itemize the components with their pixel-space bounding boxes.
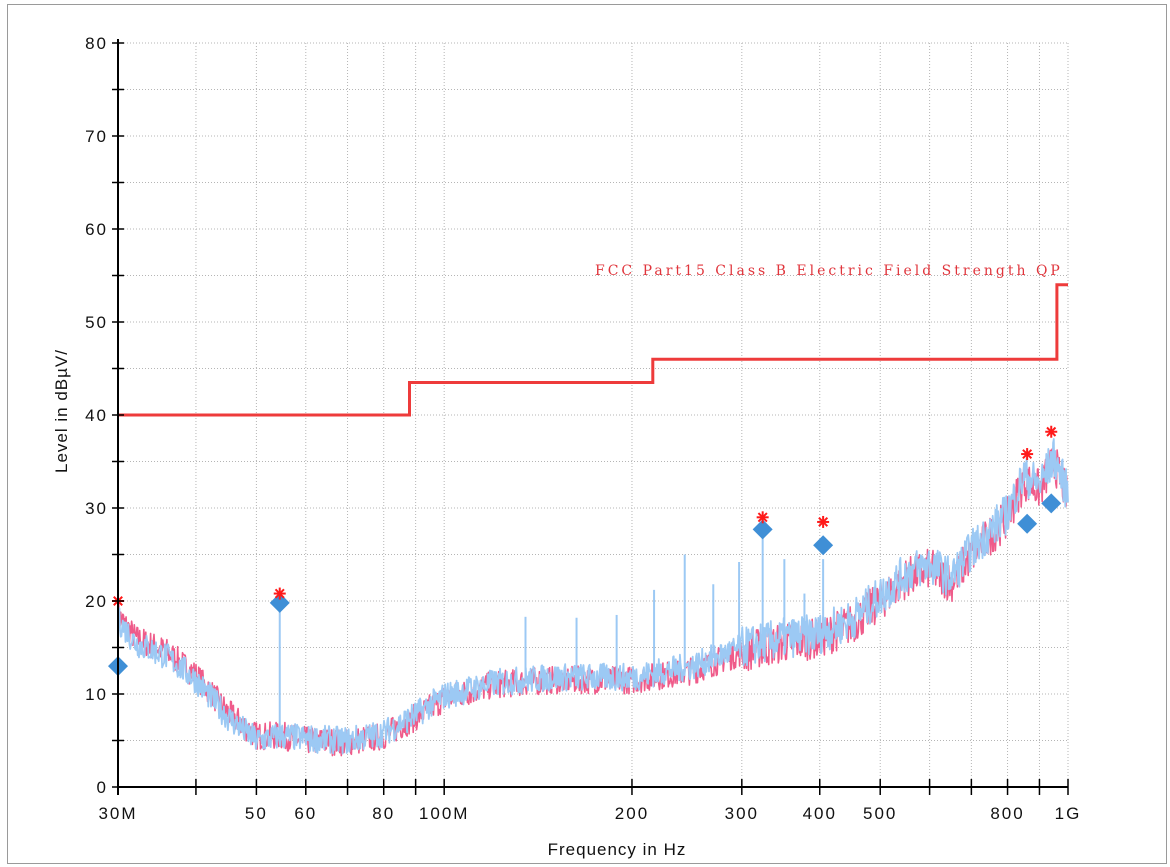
y-tick-label: 0 bbox=[97, 778, 108, 797]
y-tick-label: 40 bbox=[85, 406, 108, 425]
peak-marker-stroke bbox=[274, 588, 285, 599]
peak-marker-stroke bbox=[757, 512, 768, 523]
x-tick-label: 200 bbox=[615, 804, 649, 823]
chart-frame bbox=[7, 4, 1167, 864]
y-tick-label: 20 bbox=[85, 592, 108, 611]
x-tick-label: 80 bbox=[372, 804, 395, 823]
x-tick-label: 60 bbox=[294, 804, 317, 823]
markers bbox=[108, 425, 1062, 677]
y-axis-title: Level in dBµV/ bbox=[52, 349, 71, 473]
peak-marker bbox=[1045, 425, 1058, 438]
x-tick-label: 400 bbox=[803, 804, 837, 823]
y-tick-label: 60 bbox=[85, 220, 108, 239]
qp-marker bbox=[752, 519, 773, 540]
x-tick-label: 300 bbox=[725, 804, 759, 823]
x-tick-label: 1G bbox=[1055, 804, 1082, 823]
x-tick-label: 500 bbox=[863, 804, 897, 823]
qp-marker bbox=[1017, 513, 1038, 534]
y-tick-label: 50 bbox=[85, 313, 108, 332]
peak-marker bbox=[817, 515, 830, 528]
y-tick-label: 30 bbox=[85, 499, 108, 518]
x-axis-title: Frequency in Hz bbox=[548, 840, 687, 859]
peak-marker-stroke bbox=[818, 517, 829, 527]
qp-marker bbox=[269, 592, 290, 613]
peak-marker bbox=[756, 511, 769, 524]
qp-marker bbox=[813, 535, 834, 556]
x-tick-label: 800 bbox=[990, 804, 1024, 823]
peak-marker-stroke bbox=[1022, 449, 1033, 460]
limit-line bbox=[118, 283, 1068, 417]
limit-line-group bbox=[118, 283, 1068, 417]
qp-marker bbox=[1041, 493, 1062, 514]
x-tick-label: 30M bbox=[98, 804, 137, 823]
y-tick-label: 80 bbox=[85, 34, 108, 53]
limit-line-label: FCC Part15 Class B Electric Field Streng… bbox=[595, 263, 1063, 279]
axes: 0 10 20 30 40 50 60 70 80 30M 50 60 80 100M 200 300 400 5… bbox=[85, 34, 1082, 823]
peak-marker-stroke bbox=[1046, 426, 1057, 437]
traces bbox=[117, 438, 1069, 757]
peak-marker bbox=[1021, 448, 1034, 461]
series-trace bbox=[117, 448, 1069, 757]
series-trace bbox=[117, 438, 1069, 755]
peak-marker bbox=[273, 587, 286, 600]
y-tick-label: 70 bbox=[85, 127, 108, 146]
x-tick-label: 50 bbox=[245, 804, 268, 823]
y-tick-label: 10 bbox=[85, 685, 108, 704]
x-tick-label: 100M bbox=[419, 804, 470, 823]
